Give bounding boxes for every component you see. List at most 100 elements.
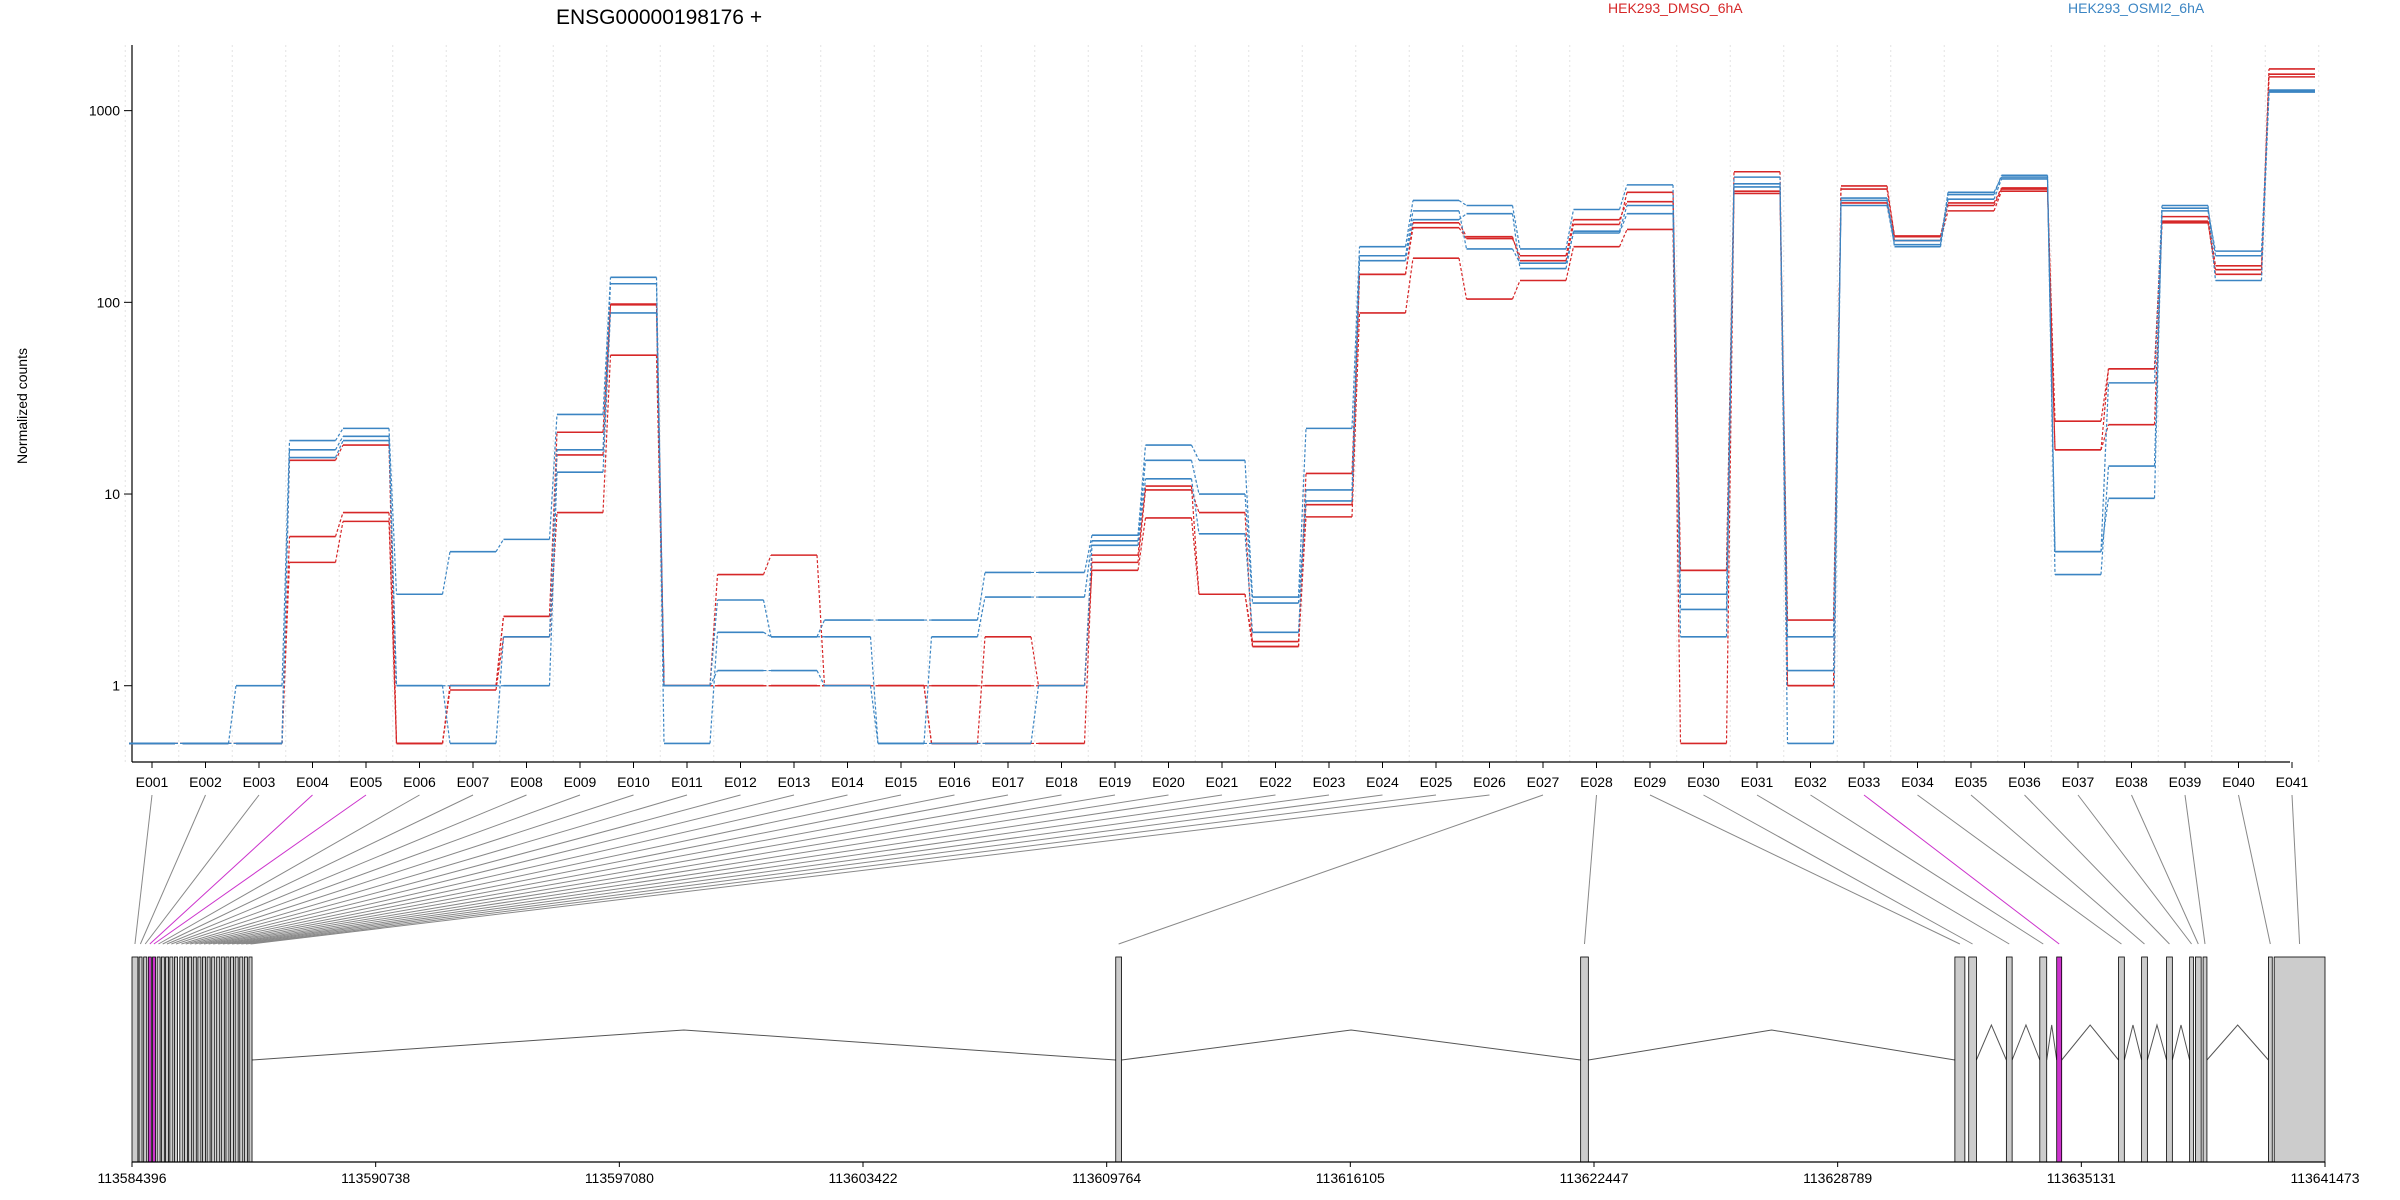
exon-box-e013	[188, 956, 193, 1163]
x-tick-label: E002	[189, 774, 222, 790]
series-connector	[1672, 213, 1682, 595]
series-connector	[334, 428, 344, 441]
series-connector	[1190, 486, 1200, 595]
exon-box-e032	[2039, 956, 2048, 1163]
series-connector	[602, 355, 612, 513]
x-tick-label: E034	[1901, 774, 1934, 790]
exon-connector	[190, 794, 795, 945]
exon-box-e010	[174, 956, 178, 1163]
series-connector	[976, 572, 986, 621]
exon-box-e023	[234, 956, 239, 1163]
exon-connector	[1583, 794, 1597, 945]
series-connector	[762, 599, 772, 637]
series-connector	[709, 574, 719, 686]
x-tick-label: E019	[1099, 774, 1132, 790]
series-connector	[1939, 194, 1949, 241]
series-connector	[1458, 199, 1467, 206]
series-connector	[1511, 236, 1521, 261]
series-connector	[816, 619, 826, 638]
intron-line	[2171, 1024, 2191, 1061]
series-connector	[1083, 545, 1093, 686]
exon-connector	[2131, 794, 2199, 945]
exon-box-e020	[220, 956, 225, 1163]
x-tick-label: E023	[1313, 774, 1346, 790]
series-connector	[1030, 636, 1040, 686]
series-connector	[709, 670, 719, 686]
genomic-coordinate-label: 113635131	[2047, 1170, 2116, 1186]
series-connector	[1404, 200, 1414, 247]
intron-line	[2206, 1024, 2269, 1061]
series-connector	[2100, 382, 2110, 552]
x-tick-label: E038	[2115, 774, 2148, 790]
series-connector	[1083, 562, 1093, 744]
chart-title: ENSG00000198176 +	[556, 6, 762, 29]
x-tick-label: E009	[564, 774, 597, 790]
x-tick-label: E040	[2222, 774, 2255, 790]
series-connector	[495, 636, 505, 744]
x-tick-label: E035	[1955, 774, 1988, 790]
y-tick-label: 1000	[89, 103, 120, 119]
series-connector	[1137, 489, 1147, 563]
series-connector	[1190, 517, 1200, 595]
exon-connector	[199, 794, 902, 945]
exon-connector	[236, 794, 1330, 945]
series-connector	[495, 616, 505, 686]
genomic-coordinate-label: 113641473	[2290, 1170, 2359, 1186]
exon-box-e031	[2005, 956, 2013, 1163]
x-tick-label: E004	[296, 774, 329, 790]
series-connector	[602, 304, 612, 433]
intron-line	[1588, 1029, 1955, 1061]
exon-box-e034	[2118, 956, 2125, 1163]
x-tick-label: E026	[1473, 774, 1506, 790]
series-connector	[1618, 213, 1628, 234]
series-connector	[2100, 465, 2110, 575]
series-connector	[495, 539, 505, 553]
series-connector	[1832, 198, 1842, 744]
series-connector	[976, 596, 986, 637]
exon-connector	[1863, 794, 2060, 945]
series-connector	[1083, 540, 1093, 598]
series-connector	[1190, 460, 1200, 495]
series-connector	[869, 636, 879, 744]
series-connector	[1351, 255, 1361, 490]
x-tick-label: E029	[1634, 774, 1667, 790]
x-tick-label: E013	[778, 774, 811, 790]
series-connector	[2100, 498, 2110, 552]
series-connector	[388, 440, 398, 686]
exon-box-e024	[239, 956, 244, 1163]
series-connector	[1351, 246, 1361, 429]
legend-entry-osmi2: HEK293_OSMI2_6hA	[2068, 0, 2205, 16]
series-connector	[1190, 444, 1200, 461]
series-connector	[548, 472, 558, 686]
exon-connector	[139, 794, 206, 945]
x-tick-label: E014	[831, 774, 864, 790]
grid-lines	[124, 45, 2320, 762]
series-connector	[1458, 258, 1468, 300]
exon-connector	[166, 794, 527, 945]
series-connector	[388, 521, 398, 744]
x-tick-label: E020	[1152, 774, 1185, 790]
series-connector	[923, 685, 933, 744]
exon-connector	[158, 794, 420, 945]
x-tick-label: E007	[457, 774, 490, 790]
exon-connector	[2184, 794, 2206, 945]
series-connector	[1725, 186, 1735, 595]
exon-connector	[2291, 794, 2301, 945]
series-0	[129, 68, 2315, 745]
series-connector	[2260, 90, 2270, 256]
series-1	[129, 76, 2315, 745]
exon-connector	[1703, 794, 1973, 945]
x-tick-label: E005	[350, 774, 383, 790]
series-connector	[495, 636, 505, 691]
exon-box-e011	[179, 956, 184, 1163]
exon-connector	[1970, 794, 2145, 945]
exon-connector	[185, 794, 741, 945]
series-connector	[1511, 205, 1521, 249]
series-connector	[2207, 208, 2217, 256]
x-tick-label: E021	[1206, 774, 1239, 790]
series-connector	[1618, 184, 1628, 210]
exon-box-e002	[138, 956, 143, 1163]
series-connector	[1886, 200, 1896, 241]
exon-connector	[144, 794, 260, 945]
series-connector	[441, 685, 451, 744]
